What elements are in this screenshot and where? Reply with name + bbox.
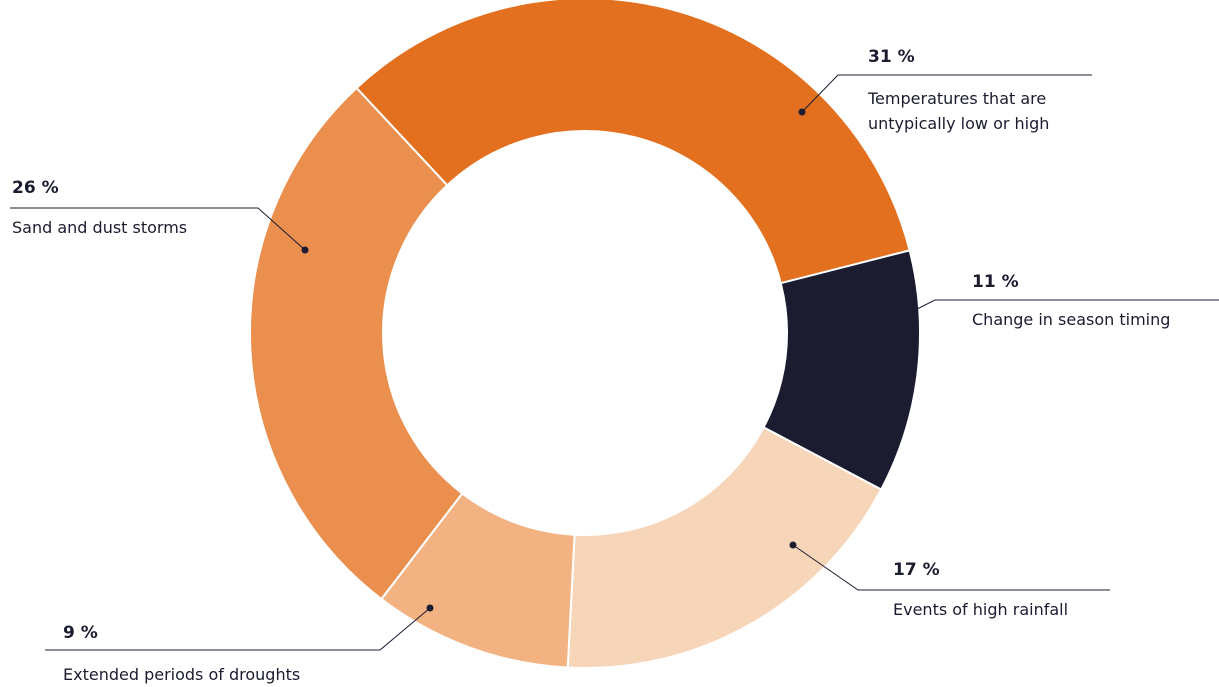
category-label: Sand and dust storms	[12, 218, 188, 237]
category-label: Change in season timing	[972, 310, 1171, 329]
leader-line	[902, 299, 1219, 317]
category-label: Events of high rainfall	[893, 600, 1069, 619]
donut-segment	[355, 0, 911, 285]
leader-dot	[899, 312, 907, 320]
value-label: 17 %	[893, 560, 940, 580]
value-label: 31 %	[868, 47, 915, 67]
category-label: Extended periods of droughts	[63, 665, 301, 684]
value-label: 11 %	[972, 272, 1019, 292]
leader-dot	[798, 108, 806, 116]
leader-line	[792, 544, 1110, 591]
donut-segment	[566, 426, 883, 669]
value-label: 9 %	[63, 623, 98, 643]
leader-line	[10, 207, 306, 251]
value-label: 26 %	[12, 178, 59, 198]
leader-dot	[426, 604, 434, 612]
donut-segment	[249, 86, 464, 601]
leader-line	[45, 607, 431, 651]
leader-dot	[789, 541, 797, 549]
category-label: Temperatures that are untypically low or…	[868, 89, 1050, 133]
leader-dot	[301, 246, 309, 254]
leader-line	[801, 74, 1092, 113]
